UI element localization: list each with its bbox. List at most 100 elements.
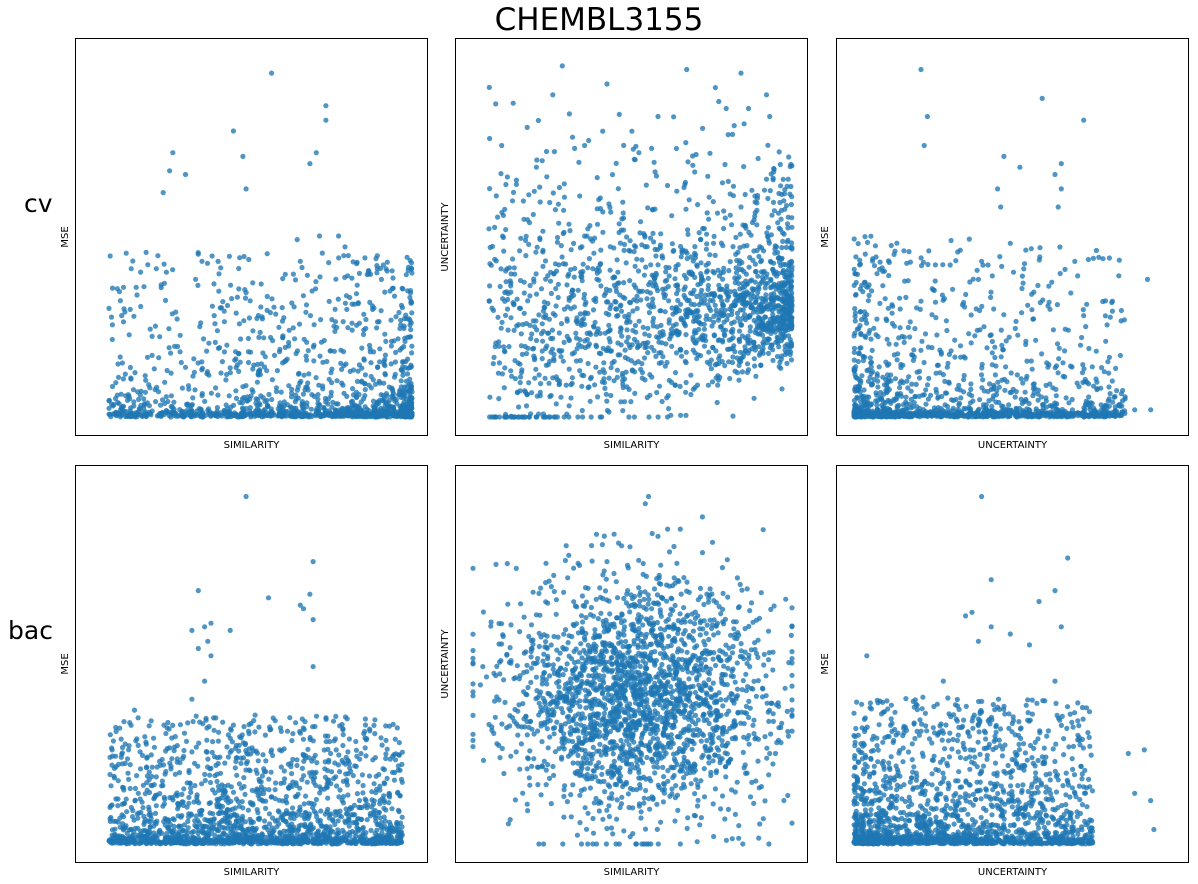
scatter-point [516, 305, 523, 311]
scatter-point [854, 326, 860, 332]
scatter-point [532, 375, 538, 381]
scatter-point [705, 382, 711, 388]
scatter-point [551, 356, 557, 362]
scatter-point [216, 271, 222, 277]
scatter-point [318, 317, 324, 323]
scatter-point [634, 345, 641, 351]
scatter-point [403, 272, 409, 278]
scatter-point [542, 375, 548, 381]
scatter-point [650, 323, 656, 329]
scatter-point [895, 351, 901, 357]
scatter-point [120, 284, 127, 290]
scatter-point [152, 323, 158, 329]
scatter-point [311, 358, 317, 364]
scatter-point [870, 256, 876, 262]
scatter-point [558, 321, 565, 327]
scatter-point [323, 117, 329, 123]
scatter-point [641, 272, 647, 278]
scatter-point [258, 281, 264, 287]
scatter-point [407, 294, 413, 301]
scatter-point [894, 410, 900, 417]
scatter-point [613, 299, 619, 305]
scatter-point [582, 321, 588, 327]
scatter-point [684, 66, 690, 73]
scatter-point [499, 319, 505, 325]
scatter-point [1106, 370, 1112, 376]
scatter-point [851, 333, 857, 339]
scatter-point [561, 194, 567, 200]
scatter-point [566, 403, 572, 409]
scatter-point [940, 262, 946, 268]
scatter-point [597, 261, 603, 268]
scatter-point [1093, 348, 1099, 354]
scatter-point [924, 413, 930, 419]
scatter-point [606, 322, 612, 328]
scatter-point [788, 183, 794, 190]
scatter-point [657, 308, 663, 314]
scatter-point [775, 220, 781, 226]
scatter-point [703, 316, 709, 322]
scatter-point [179, 385, 185, 391]
scatter-point [655, 262, 661, 268]
scatter-point [759, 332, 766, 338]
scatter-point [1049, 279, 1055, 285]
scatter-point [331, 348, 337, 354]
scatter-point [243, 186, 249, 192]
scatter-point [721, 225, 727, 232]
scatter-point [785, 280, 791, 286]
scatter-point [237, 255, 243, 261]
scatter-panel-cv-similarity-uncertainty [455, 38, 808, 436]
scatter-point [708, 357, 714, 363]
scatter-point [586, 137, 592, 144]
scatter-point [218, 370, 224, 376]
scatter-point [508, 368, 514, 374]
scatter-point [132, 414, 138, 420]
scatter-point [575, 320, 581, 326]
scatter-point [501, 248, 507, 254]
scatter-point [131, 313, 137, 319]
scatter-point [745, 105, 752, 112]
scatter-point [645, 340, 651, 346]
scatter-point [502, 289, 508, 296]
scatter-point [408, 362, 414, 368]
scatter-point [525, 298, 531, 304]
scatter-point [1084, 301, 1090, 307]
scatter-point [271, 304, 277, 310]
scatter-point [733, 297, 739, 303]
scatter-point [708, 366, 714, 372]
scatter-point [1086, 394, 1092, 400]
scatter-point [591, 250, 597, 256]
scatter-point [673, 145, 679, 152]
scatter-point [746, 229, 752, 235]
scatter-point [408, 327, 414, 333]
scatter-point [303, 309, 309, 315]
scatter-point [281, 399, 287, 405]
scatter-point [713, 307, 719, 313]
scatter-point [128, 266, 134, 272]
scatter-point [958, 395, 964, 401]
scatter-point [568, 395, 574, 401]
scatter-point [1017, 164, 1023, 170]
scatter-point [1063, 395, 1069, 401]
scatter-point [161, 280, 167, 286]
scatter-point [316, 233, 323, 239]
scatter-point [340, 382, 346, 388]
scatter-point [955, 249, 961, 255]
scatter-point [782, 206, 788, 212]
scatter-point [727, 191, 733, 197]
scatter-point [858, 345, 864, 351]
scatter-point [555, 281, 561, 287]
scatter-point [342, 274, 348, 280]
scatter-point [620, 199, 626, 205]
scatter-point [519, 351, 525, 357]
scatter-point [255, 758, 261, 764]
scatter-point [179, 408, 185, 414]
scatter-point [1084, 413, 1090, 419]
scatter-point [511, 265, 517, 271]
scatter-point [539, 158, 545, 164]
scatter-point [934, 332, 940, 338]
scatter-point [399, 285, 405, 291]
scatter-point [769, 212, 775, 218]
scatter-point [736, 362, 742, 368]
scatter-point [577, 193, 583, 199]
